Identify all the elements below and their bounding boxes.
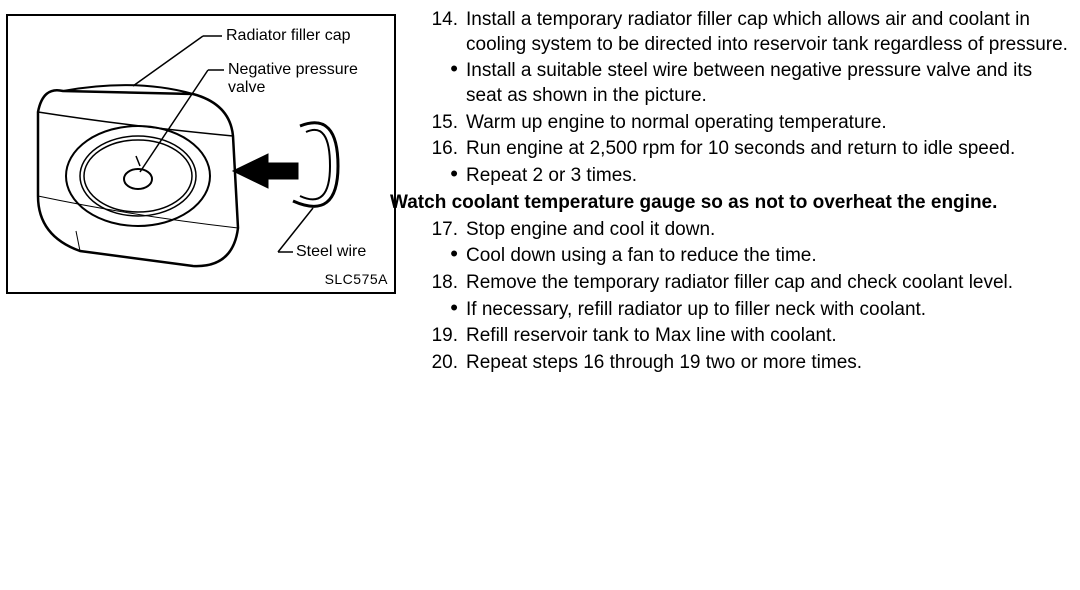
step-20: 20. Repeat steps 16 through 19 two or mo… bbox=[424, 351, 1068, 376]
step-18-bullet: • If necessary, refill radiator up to fi… bbox=[424, 298, 1068, 323]
warning-text: Watch coolant temperature gauge so as no… bbox=[390, 191, 1068, 216]
step-17-bullet: • Cool down using a fan to reduce the ti… bbox=[424, 244, 1068, 269]
step-16: 16. Run engine at 2,500 rpm for 10 secon… bbox=[424, 137, 1068, 162]
step-17: 17. Stop engine and cool it down. bbox=[424, 218, 1068, 243]
label-radiator-filler-cap: Radiator filler cap bbox=[226, 26, 351, 47]
step-14-bullet: • Install a suitable steel wire between … bbox=[424, 59, 1068, 108]
step-marker: 17. bbox=[424, 218, 466, 243]
step-18: 18. Remove the temporary radiator filler… bbox=[424, 271, 1068, 296]
figure-box: Radiator filler cap Negative pressure va… bbox=[6, 14, 396, 294]
instructions-column: 14. Install a temporary radiator filler … bbox=[404, 8, 1068, 378]
step-text: Run engine at 2,500 rpm for 10 seconds a… bbox=[466, 137, 1068, 162]
step-text: Stop engine and cool it down. bbox=[466, 218, 1068, 243]
step-text: Cool down using a fan to reduce the time… bbox=[466, 244, 1068, 269]
step-text: Repeat steps 16 through 19 two or more t… bbox=[466, 351, 1068, 376]
label-negative-pressure-valve-line2: valve bbox=[228, 78, 265, 99]
bullet-icon: • bbox=[424, 164, 466, 189]
step-16-bullet: • Repeat 2 or 3 times. bbox=[424, 164, 1068, 189]
step-marker: 15. bbox=[424, 111, 466, 136]
step-15: 15. Warm up engine to normal operating t… bbox=[424, 111, 1068, 136]
figure-column: Radiator filler cap Negative pressure va… bbox=[6, 8, 404, 378]
warning-line: Watch coolant temperature gauge so as no… bbox=[390, 191, 1068, 216]
step-19: 19. Refill reservoir tank to Max line wi… bbox=[424, 324, 1068, 349]
step-text: Install a suitable steel wire between ne… bbox=[466, 59, 1068, 108]
step-marker: 16. bbox=[424, 137, 466, 162]
step-text: Repeat 2 or 3 times. bbox=[466, 164, 1068, 189]
step-marker: 14. bbox=[424, 8, 466, 57]
bullet-icon: • bbox=[424, 244, 466, 269]
step-text: Warm up engine to normal operating tempe… bbox=[466, 111, 1068, 136]
bullet-icon: • bbox=[424, 59, 466, 108]
step-marker: 19. bbox=[424, 324, 466, 349]
step-text: Remove the temporary radiator filler cap… bbox=[466, 271, 1068, 296]
step-text: If necessary, refill radiator up to fill… bbox=[466, 298, 1068, 323]
figure-reference-code: SLC575A bbox=[325, 270, 388, 288]
page: Radiator filler cap Negative pressure va… bbox=[0, 0, 1080, 378]
step-marker: 20. bbox=[424, 351, 466, 376]
step-text: Install a temporary radiator filler cap … bbox=[466, 8, 1068, 57]
bullet-icon: • bbox=[424, 298, 466, 323]
label-steel-wire: Steel wire bbox=[296, 242, 366, 263]
step-marker: 18. bbox=[424, 271, 466, 296]
step-14: 14. Install a temporary radiator filler … bbox=[424, 8, 1068, 57]
step-text: Refill reservoir tank to Max line with c… bbox=[466, 324, 1068, 349]
